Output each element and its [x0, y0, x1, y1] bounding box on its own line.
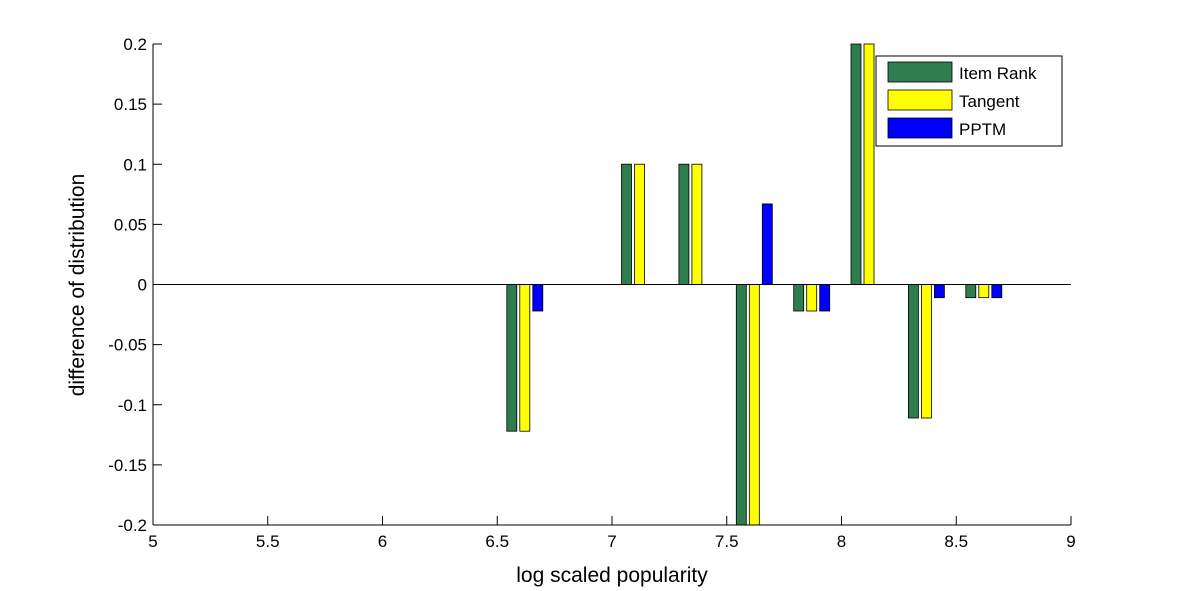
legend-swatch	[887, 117, 953, 139]
legend-swatch	[887, 89, 953, 111]
bar-pptm-0	[532, 284, 544, 312]
y-tick-label: 0.2	[123, 35, 147, 54]
bar-item-rank-5	[850, 43, 862, 285]
bar-tangent-0	[519, 284, 531, 432]
bar-pptm-7	[991, 284, 1003, 299]
x-tick-label: 7	[607, 532, 616, 551]
y-tick-label: 0	[138, 276, 147, 295]
x-tick-label: 5.5	[256, 532, 280, 551]
bar-item-rank-0	[506, 284, 518, 432]
y-tick-label: 0.05	[114, 215, 147, 234]
bar-pptm-4	[819, 284, 831, 312]
y-tick-label: -0.2	[118, 516, 147, 535]
bar-item-rank-3	[735, 284, 747, 526]
bar-pptm-6	[934, 284, 945, 299]
legend: Item Rank Tangent PPTM	[875, 55, 1063, 147]
bar-tangent-1	[634, 163, 645, 285]
y-tick-label: 0.1	[123, 155, 147, 174]
x-tick-label: 9	[1066, 532, 1075, 551]
x-tick-label: 6	[378, 532, 387, 551]
y-axis-title: difference of distribution	[66, 174, 89, 397]
legend-label: Tangent	[959, 92, 1020, 111]
legend-label: PPTM	[959, 120, 1006, 139]
bar-item-rank-2	[678, 163, 690, 285]
bar-item-rank-4	[793, 284, 805, 312]
bar-tangent-7	[978, 284, 990, 299]
x-tick-label: 8	[837, 532, 846, 551]
axes-layer: 5 5.5 6 6.5 7 7.5 8 8.5 9 -0.2 -0.15 -0.1 -0.05 0 0.05…	[108, 35, 1075, 551]
bar-item-rank-7	[965, 284, 977, 299]
bar-tangent-4	[806, 284, 818, 312]
bar-tangent-6	[921, 284, 932, 419]
bar-item-rank-6	[908, 284, 919, 419]
legend-swatch	[887, 61, 953, 83]
y-tick-label: -0.1	[118, 396, 147, 415]
y-tick-label: -0.15	[108, 456, 147, 475]
x-tick-label: 6.5	[485, 532, 509, 551]
x-tick-label: 7.5	[715, 532, 739, 551]
bar-item-rank-1	[621, 163, 632, 285]
x-tick-label: 5	[148, 532, 157, 551]
bar-tangent-3	[748, 284, 760, 526]
y-tick-label: 0.15	[114, 95, 147, 114]
x-axis-title: log scaled popularity	[516, 564, 708, 587]
x-tick-label: 8.5	[944, 532, 968, 551]
bars-layer	[506, 43, 1003, 526]
bar-tangent-5	[863, 43, 875, 285]
bar-pptm-3	[761, 203, 773, 285]
y-tick-label: -0.05	[108, 336, 147, 355]
bar-tangent-2	[691, 163, 703, 285]
legend-label: Item Rank	[959, 64, 1037, 83]
